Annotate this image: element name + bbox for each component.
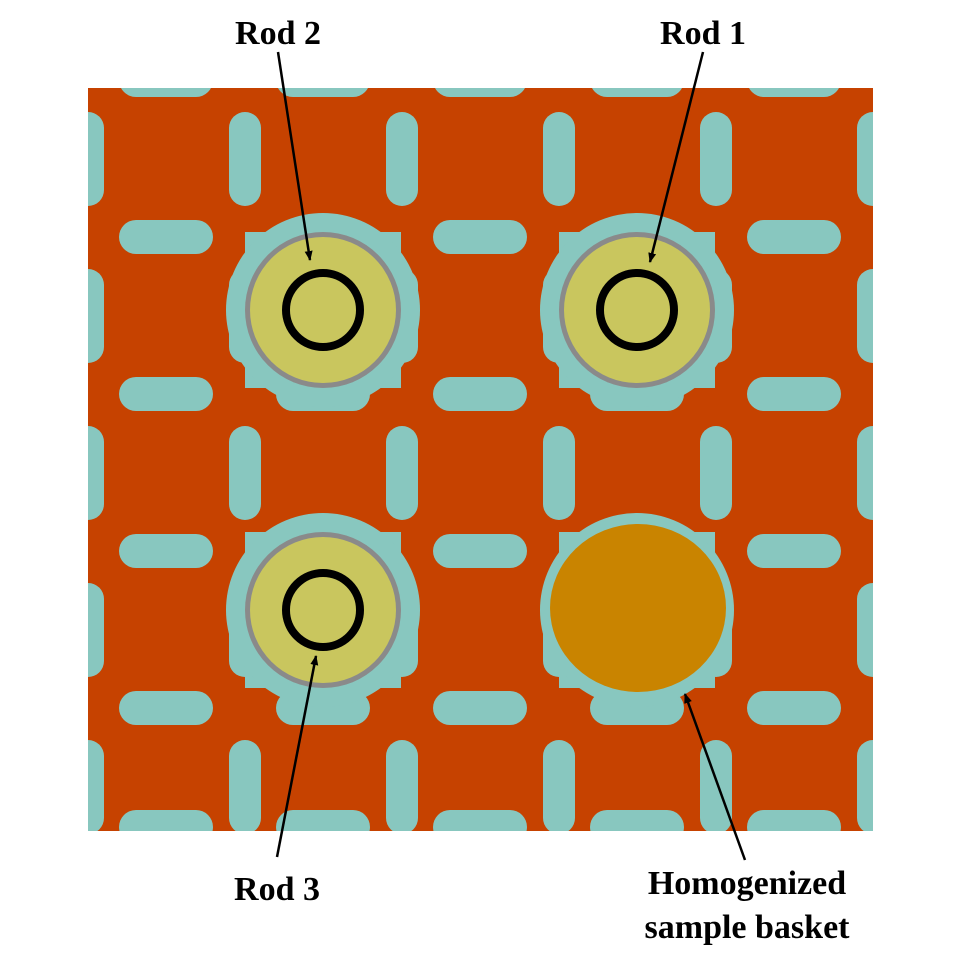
coolant-channel-horizontal [433, 534, 527, 568]
coolant-channel-vertical [700, 112, 732, 206]
coolant-channel-horizontal [276, 810, 370, 831]
coolant-channel-horizontal [119, 220, 213, 254]
coolant-channel-vertical [857, 112, 873, 206]
coolant-channel-vertical [229, 740, 261, 831]
rod1-inner-ring [596, 269, 678, 351]
coolant-channel-vertical [386, 112, 418, 206]
coolant-channel-horizontal [433, 691, 527, 725]
coolant-channel-horizontal [119, 810, 213, 831]
lattice-region [88, 88, 873, 831]
basket-arrow [683, 693, 747, 861]
coolant-channel-vertical [229, 112, 261, 206]
rod2-inner-ring [282, 269, 364, 351]
coolant-channel-horizontal [747, 534, 841, 568]
rod2-arrow [276, 51, 313, 261]
coolant-channel-horizontal [119, 691, 213, 725]
coolant-channel-vertical [386, 426, 418, 520]
coolant-channel-vertical [229, 426, 261, 520]
rod2-label: Rod 2 [235, 15, 321, 52]
coolant-channel-horizontal [433, 810, 527, 831]
basket-label-line2: sample basket [645, 909, 851, 946]
rod3-arrow [275, 655, 319, 858]
coolant-channel-vertical [543, 426, 575, 520]
rod3-fuel [250, 537, 396, 683]
coolant-channel-horizontal [747, 810, 841, 831]
rod3-label: Rod 3 [234, 871, 320, 908]
coolant-channel-horizontal [590, 810, 684, 831]
coolant-channel-horizontal [749, 88, 839, 97]
basket-label-line1: Homogenized [648, 865, 846, 902]
rod3-cell [226, 513, 420, 707]
coolant-channel-vertical [88, 426, 104, 520]
coolant-channel-horizontal [278, 88, 368, 97]
rod1-label: Rod 1 [660, 15, 746, 52]
coolant-channel-vertical [88, 112, 104, 206]
coolant-channel-vertical [88, 269, 104, 363]
basket-cell [540, 513, 734, 707]
rod1-fuel [564, 237, 710, 383]
coolant-channel-vertical [88, 583, 104, 677]
coolant-channel-vertical [543, 740, 575, 831]
callouts: Rod 2 Rod 1 Rod 3 Homogenized sample bas… [234, 15, 850, 946]
rod2-cell [226, 213, 420, 407]
coolant-channel-horizontal [435, 88, 525, 97]
coolant-channel-horizontal [747, 377, 841, 411]
coolant-channel-horizontal [592, 88, 682, 97]
rod3-inner-ring [282, 569, 364, 651]
coolant-channel-vertical [857, 426, 873, 520]
coolant-channel-horizontal [747, 220, 841, 254]
coolant-channel-horizontal [747, 691, 841, 725]
lattice-cells [226, 213, 734, 707]
coolant-channel-horizontal [119, 534, 213, 568]
coolant-channel-vertical [88, 740, 104, 831]
rod2-fuel [250, 237, 396, 383]
basket-homogenized-region [550, 524, 726, 692]
coolant-channel-horizontal [119, 377, 213, 411]
rod1-arrow [648, 51, 705, 263]
coolant-channel-horizontal [433, 377, 527, 411]
coolant-channel-vertical [700, 426, 732, 520]
coolant-channel-vertical [543, 112, 575, 206]
coolant-channel-vertical [857, 740, 873, 831]
rod1-cell [540, 213, 734, 407]
coolant-channel-vertical [857, 269, 873, 363]
coolant-channel-vertical [857, 583, 873, 677]
coolant-channel-vertical [386, 740, 418, 831]
coolant-channel-horizontal [433, 220, 527, 254]
coolant-channel-vertical [700, 740, 732, 831]
coolant-channel-horizontal [121, 88, 211, 97]
